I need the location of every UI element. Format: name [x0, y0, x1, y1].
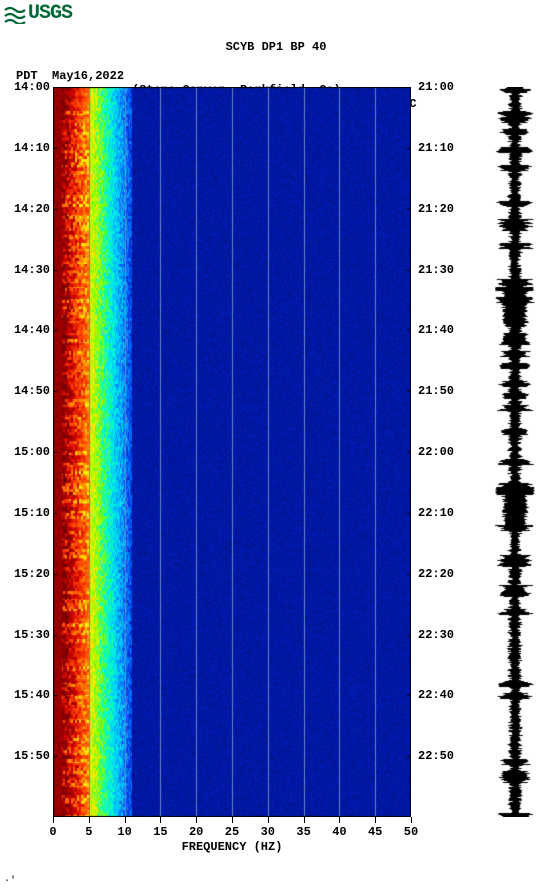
x-tick-label: 20 [189, 825, 203, 839]
x-tick-label: 35 [296, 825, 310, 839]
y-right-tick-label: 22:20 [418, 567, 454, 581]
x-tick-mark [304, 817, 305, 823]
usgs-logo-text: USGS [28, 2, 72, 25]
y-right-tick-label: 22:40 [418, 688, 454, 702]
y-left-tick-label: 15:10 [14, 506, 50, 520]
y-right-tick-label: 22:50 [418, 749, 454, 763]
y-right-tick-label: 21:20 [418, 202, 454, 216]
seismogram-trace [495, 87, 535, 817]
x-tick-label: 40 [332, 825, 346, 839]
seismogram-canvas [495, 87, 535, 817]
y-right-tick-label: 21:30 [418, 263, 454, 277]
y-left-tick-label: 14:00 [14, 80, 50, 94]
x-tick-mark [196, 817, 197, 823]
x-tick-mark [339, 817, 340, 823]
x-tick-label: 0 [49, 825, 56, 839]
x-tick-mark [232, 817, 233, 823]
x-tick-label: 5 [85, 825, 92, 839]
y-left-tick-label: 14:30 [14, 263, 50, 277]
x-tick-label: 10 [117, 825, 131, 839]
x-tick-label: 45 [368, 825, 382, 839]
x-axis-title: FREQUENCY (HZ) [53, 840, 411, 854]
x-tick-label: 25 [225, 825, 239, 839]
y-right-tick-label: 21:40 [418, 323, 454, 337]
y-left-tick-label: 15:20 [14, 567, 50, 581]
y-axis-left-labels: 14:0014:1014:2014:3014:4014:5015:0015:10… [8, 87, 50, 817]
y-left-tick-label: 15:00 [14, 445, 50, 459]
y-right-tick-label: 21:00 [418, 80, 454, 94]
y-left-tick-label: 14:50 [14, 384, 50, 398]
y-left-tick-label: 14:40 [14, 323, 50, 337]
y-left-tick-label: 14:20 [14, 202, 50, 216]
footer-mark: ·' [4, 876, 16, 887]
chart-title: SCYB DP1 BP 40 [0, 40, 552, 54]
y-right-tick-label: 22:10 [418, 506, 454, 520]
x-tick-mark [375, 817, 376, 823]
x-tick-label: 50 [404, 825, 418, 839]
y-left-tick-label: 15:30 [14, 628, 50, 642]
y-right-tick-label: 21:10 [418, 141, 454, 155]
x-tick-mark [125, 817, 126, 823]
x-tick-label: 15 [153, 825, 167, 839]
spectrogram-canvas [53, 87, 411, 817]
x-tick-mark [89, 817, 90, 823]
x-axis-ticks [53, 817, 411, 825]
x-tick-label: 30 [261, 825, 275, 839]
y-axis-right-labels: 21:0021:1021:2021:3021:4021:5022:0022:10… [418, 87, 460, 817]
x-tick-mark [411, 817, 412, 823]
y-left-tick-label: 15:50 [14, 749, 50, 763]
usgs-logo: USGS [4, 2, 72, 25]
usgs-wave-icon [4, 4, 26, 24]
x-tick-mark [268, 817, 269, 823]
y-left-tick-label: 15:40 [14, 688, 50, 702]
y-right-tick-label: 21:50 [418, 384, 454, 398]
x-tick-mark [53, 817, 54, 823]
y-left-tick-label: 14:10 [14, 141, 50, 155]
y-right-tick-label: 22:30 [418, 628, 454, 642]
x-tick-mark [160, 817, 161, 823]
spectrogram-plot [53, 87, 411, 817]
y-right-tick-label: 22:00 [418, 445, 454, 459]
